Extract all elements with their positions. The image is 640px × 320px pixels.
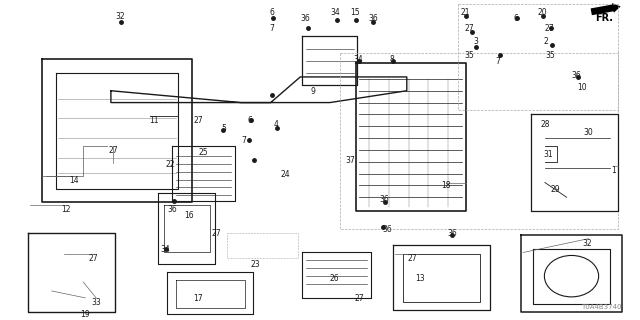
Text: 27: 27 (408, 254, 417, 263)
Text: 3: 3 (474, 37, 478, 46)
Text: 32: 32 (582, 239, 592, 248)
FancyArrow shape (591, 3, 621, 15)
Text: 27: 27 (355, 294, 364, 303)
Text: 6: 6 (514, 14, 518, 23)
Text: 36: 36 (380, 195, 389, 204)
Text: 34: 34 (353, 55, 364, 64)
Text: 27: 27 (464, 24, 474, 33)
Text: 7: 7 (242, 136, 246, 145)
Text: 31: 31 (543, 150, 553, 159)
Text: 5: 5 (221, 124, 226, 133)
Text: 11: 11 (150, 116, 159, 125)
Text: 10: 10 (577, 83, 587, 92)
Text: 14: 14 (70, 176, 79, 185)
Text: 36: 36 (369, 14, 378, 23)
Text: 36: 36 (382, 225, 392, 234)
Text: 1: 1 (612, 166, 616, 175)
Text: 26: 26 (330, 274, 340, 283)
Text: 27: 27 (194, 116, 204, 125)
Text: 29: 29 (551, 185, 561, 195)
Text: 36: 36 (572, 71, 581, 80)
Text: 15: 15 (351, 8, 360, 17)
Text: 23: 23 (250, 260, 260, 269)
Text: 7: 7 (269, 24, 274, 33)
Text: 27: 27 (88, 254, 98, 263)
Text: 9: 9 (310, 87, 316, 96)
Text: 35: 35 (464, 51, 474, 60)
Text: 16: 16 (184, 211, 194, 220)
Text: 34: 34 (331, 8, 340, 17)
Text: FR.: FR. (595, 13, 613, 23)
Text: T0A4B3740: T0A4B3740 (581, 304, 622, 310)
Text: 7: 7 (495, 57, 500, 66)
Text: 35: 35 (545, 51, 555, 60)
Text: 17: 17 (193, 294, 202, 303)
Text: 34: 34 (160, 244, 170, 254)
Text: 6: 6 (269, 8, 274, 17)
Text: 13: 13 (415, 274, 424, 283)
Text: 22: 22 (165, 160, 175, 169)
Text: 30: 30 (584, 128, 593, 137)
Text: 18: 18 (442, 181, 451, 190)
Text: 19: 19 (81, 310, 90, 319)
Text: 33: 33 (92, 298, 101, 307)
Text: 36: 36 (447, 229, 457, 238)
Text: 36: 36 (300, 14, 310, 23)
Text: 32: 32 (115, 12, 125, 21)
Text: 2: 2 (543, 37, 548, 46)
Text: 4: 4 (273, 120, 278, 129)
Text: 8: 8 (390, 55, 394, 64)
Text: 37: 37 (346, 156, 355, 165)
Text: 24: 24 (281, 170, 291, 179)
Text: 27: 27 (545, 24, 555, 33)
Text: 12: 12 (61, 205, 70, 214)
Text: 20: 20 (537, 8, 547, 17)
Text: 21: 21 (460, 8, 470, 17)
Text: 25: 25 (199, 148, 209, 157)
Text: 27: 27 (108, 146, 118, 155)
Text: 28: 28 (540, 120, 550, 129)
Text: 6: 6 (248, 116, 252, 125)
Text: 36: 36 (167, 205, 177, 214)
Text: 27: 27 (212, 229, 221, 238)
